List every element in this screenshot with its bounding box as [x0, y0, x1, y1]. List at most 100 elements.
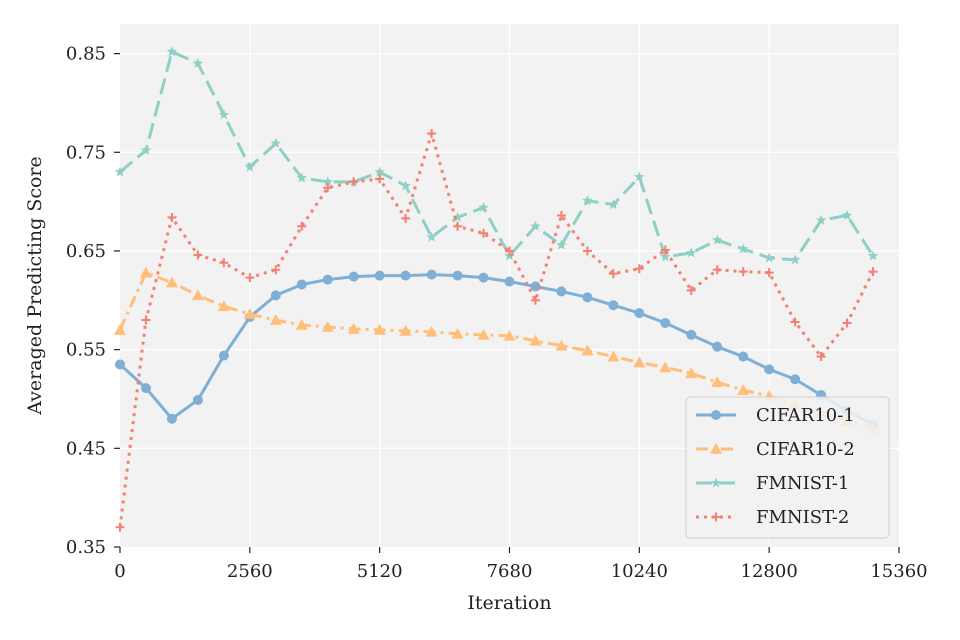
data-point: [712, 265, 722, 275]
data-point: [790, 317, 800, 327]
legend-label-fmnist-2: FMNIST-2: [756, 507, 849, 528]
data-point: [659, 361, 672, 373]
data-point: [478, 202, 489, 212]
legend-label-cifar10-1: CIFAR10-1: [756, 405, 855, 426]
data-point: [608, 300, 619, 311]
data-point: [634, 308, 645, 319]
y-tick-label: 0.85: [66, 44, 106, 65]
data-point: [505, 246, 514, 256]
data-point: [686, 329, 697, 340]
series-fmnist-2: [115, 129, 878, 532]
data-point: [114, 166, 126, 177]
data-point: [243, 308, 256, 319]
data-point: [115, 522, 125, 532]
data-point: [685, 367, 698, 379]
data-point: [375, 174, 385, 184]
data-point: [322, 176, 333, 187]
axes: 0 2560 5120 7680 10240 12800 15360 0.35 0.45 0.55…: [66, 44, 928, 582]
data-point: [737, 243, 749, 254]
x-tick-label: 15360: [870, 561, 927, 582]
legend-label-fmnist-1: FMNIST-1: [756, 473, 849, 494]
data-point: [296, 172, 307, 183]
data-point: [245, 273, 255, 283]
data-point: [270, 137, 282, 148]
data-point: [712, 234, 723, 245]
data-point: [139, 266, 152, 278]
data-point: [166, 46, 178, 57]
data-point: [374, 270, 385, 281]
data-point: [166, 413, 177, 424]
y-tick-label: 0.75: [66, 142, 106, 163]
data-point: [608, 199, 619, 210]
legend-label-cifar10-2: CIFAR10-2: [756, 439, 855, 460]
data-point: [347, 322, 360, 334]
data-point: [816, 352, 826, 362]
data-point: [504, 276, 515, 287]
data-point: [295, 318, 308, 330]
data-point: [426, 231, 437, 242]
data-point: [842, 318, 852, 328]
data-point: [114, 323, 126, 335]
data-point: [789, 254, 801, 265]
data-point: [867, 250, 879, 261]
data-point: [686, 247, 697, 258]
data-point: [296, 279, 307, 290]
legend-box: [685, 396, 890, 539]
data-point: [425, 325, 438, 337]
data-point: [530, 295, 540, 305]
data-point: [400, 270, 411, 281]
legend-swatch-cifar10-2: [696, 443, 736, 454]
data-point: [244, 161, 256, 172]
x-tick-label: 2560: [227, 561, 273, 582]
data-point: [841, 209, 853, 220]
data-point: [764, 268, 774, 278]
data-point: [868, 267, 878, 277]
data-point: [556, 210, 566, 220]
data-point: [556, 239, 567, 250]
y-tick-label: 0.55: [66, 340, 106, 361]
y-tick-label: 0.65: [66, 241, 106, 262]
data-point: [712, 341, 723, 352]
data-point: [452, 270, 463, 281]
y-tick-label: 0.45: [66, 438, 106, 459]
legend: CIFAR10-1 CIFAR10-2 FMNIST-1 FMNIST-2: [685, 396, 890, 539]
data-point: [297, 221, 307, 231]
data-point: [349, 177, 359, 187]
data-point: [581, 344, 594, 356]
data-point: [426, 269, 437, 280]
data-point: [192, 394, 203, 405]
data-point: [660, 245, 670, 255]
data-point: [634, 171, 645, 182]
data-point: [427, 129, 437, 139]
data-point: [167, 212, 177, 222]
data-point: [660, 317, 671, 328]
legend-marker: [711, 512, 721, 522]
data-point: [401, 213, 411, 223]
data-point: [269, 314, 282, 325]
data-point: [764, 364, 775, 375]
data-point: [271, 265, 281, 275]
x-tick-label: 10240: [611, 561, 668, 582]
data-point: [477, 328, 490, 340]
data-point: [556, 286, 567, 297]
legend-marker: [711, 410, 721, 420]
x-axis-label: Iteration: [467, 592, 551, 614]
series-line-cifar10-2: [118, 271, 874, 431]
data-point: [633, 356, 646, 368]
data-point: [400, 180, 411, 191]
legend-marker: [710, 443, 722, 454]
data-point: [321, 320, 334, 332]
data-point: [218, 109, 230, 120]
data-point: [323, 183, 333, 193]
data-point: [453, 221, 463, 231]
legend-swatch-fmnist-1: [696, 477, 736, 488]
data-point: [115, 359, 125, 370]
data-point: [140, 383, 151, 394]
x-tick-label: 7680: [487, 561, 533, 582]
data-point: [348, 271, 359, 282]
legend-swatch-cifar10-1: [696, 410, 736, 420]
data-point: [478, 272, 489, 283]
data-point: [219, 258, 229, 268]
data-point: [607, 350, 620, 362]
data-point: [738, 267, 748, 277]
